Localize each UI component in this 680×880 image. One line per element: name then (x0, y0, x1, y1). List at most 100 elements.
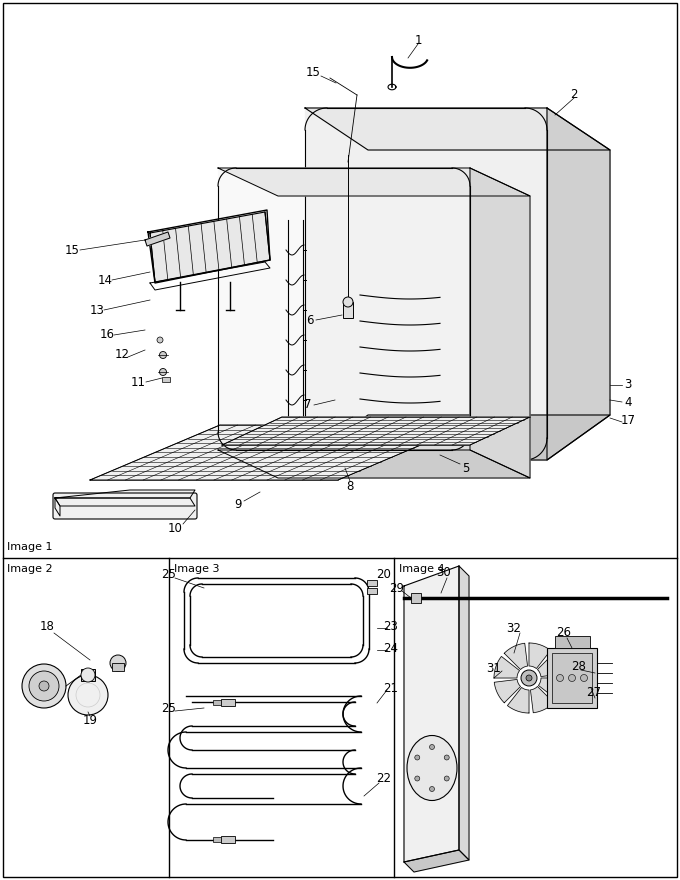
Polygon shape (529, 643, 551, 669)
Circle shape (444, 776, 449, 781)
Polygon shape (305, 108, 610, 150)
Polygon shape (305, 108, 547, 460)
Text: 25: 25 (162, 701, 176, 715)
Text: 4: 4 (624, 395, 632, 408)
Text: 23: 23 (384, 620, 398, 633)
Polygon shape (218, 168, 530, 196)
Polygon shape (218, 168, 470, 450)
Text: 29: 29 (390, 582, 405, 595)
Text: 15: 15 (305, 65, 320, 78)
Polygon shape (55, 498, 60, 516)
Polygon shape (547, 108, 610, 460)
Text: 6: 6 (306, 313, 313, 326)
Text: 20: 20 (377, 568, 392, 582)
Bar (411, 593, 421, 603)
Polygon shape (505, 643, 528, 670)
Polygon shape (494, 656, 520, 678)
Circle shape (430, 744, 435, 750)
Text: 28: 28 (572, 659, 586, 672)
Polygon shape (404, 850, 469, 872)
Ellipse shape (407, 736, 457, 801)
Polygon shape (539, 678, 564, 700)
Polygon shape (150, 212, 270, 282)
Circle shape (39, 681, 49, 691)
Text: 18: 18 (39, 620, 54, 634)
Polygon shape (218, 450, 530, 478)
Circle shape (526, 675, 532, 681)
Text: 24: 24 (384, 642, 398, 655)
Circle shape (22, 664, 66, 708)
Circle shape (521, 670, 537, 686)
Polygon shape (507, 687, 529, 713)
FancyBboxPatch shape (53, 493, 197, 519)
Text: 15: 15 (65, 244, 80, 256)
Text: 17: 17 (620, 414, 636, 427)
Text: 13: 13 (90, 304, 105, 317)
Text: 21: 21 (384, 681, 398, 694)
Text: 30: 30 (437, 567, 452, 580)
Bar (162, 377, 170, 382)
Circle shape (157, 337, 163, 343)
Text: 9: 9 (234, 498, 242, 511)
Text: 22: 22 (377, 772, 392, 784)
Polygon shape (494, 679, 520, 703)
Text: 14: 14 (97, 274, 112, 287)
Circle shape (581, 674, 588, 681)
Text: 1: 1 (414, 33, 422, 47)
Bar (213, 837, 221, 842)
Text: 31: 31 (487, 662, 501, 674)
Polygon shape (537, 653, 564, 677)
Polygon shape (404, 566, 459, 862)
Circle shape (81, 668, 95, 682)
Polygon shape (145, 232, 170, 246)
Bar (112, 663, 124, 671)
Circle shape (160, 369, 167, 376)
Bar (367, 588, 377, 594)
Circle shape (415, 776, 420, 781)
Polygon shape (305, 415, 610, 460)
Text: 19: 19 (82, 714, 97, 727)
Text: 11: 11 (131, 376, 146, 388)
Bar (367, 580, 377, 586)
Text: 8: 8 (346, 480, 354, 493)
Polygon shape (55, 490, 195, 498)
Text: 3: 3 (624, 378, 632, 392)
Text: 26: 26 (556, 627, 571, 640)
Polygon shape (90, 425, 468, 480)
Circle shape (444, 755, 449, 760)
Text: 32: 32 (507, 621, 522, 634)
Bar (81, 669, 95, 681)
Circle shape (29, 671, 59, 701)
Polygon shape (459, 566, 469, 860)
Circle shape (430, 787, 435, 791)
Text: 2: 2 (571, 87, 578, 100)
Circle shape (415, 755, 420, 760)
Bar (547, 648, 597, 708)
Text: Image 4: Image 4 (399, 564, 445, 574)
Text: 7: 7 (304, 399, 311, 412)
Text: Image 2: Image 2 (7, 564, 52, 574)
Text: Image 3: Image 3 (174, 564, 220, 574)
Bar (555, 636, 590, 648)
Bar (213, 700, 221, 705)
Text: 25: 25 (162, 568, 176, 582)
Text: 10: 10 (167, 522, 182, 534)
Text: 5: 5 (462, 461, 470, 474)
Circle shape (110, 655, 126, 671)
Polygon shape (55, 498, 195, 506)
Text: 12: 12 (114, 348, 129, 362)
Bar (221, 836, 235, 843)
Text: 27: 27 (586, 686, 602, 700)
Circle shape (68, 675, 108, 715)
Bar (221, 699, 235, 706)
Polygon shape (222, 417, 530, 445)
Polygon shape (530, 686, 554, 713)
Bar (552, 653, 592, 703)
Text: 16: 16 (99, 328, 114, 341)
Circle shape (160, 351, 167, 358)
Circle shape (568, 674, 575, 681)
Bar (343, 302, 353, 318)
Text: Image 1: Image 1 (7, 542, 52, 552)
Polygon shape (470, 168, 530, 478)
Circle shape (556, 674, 564, 681)
